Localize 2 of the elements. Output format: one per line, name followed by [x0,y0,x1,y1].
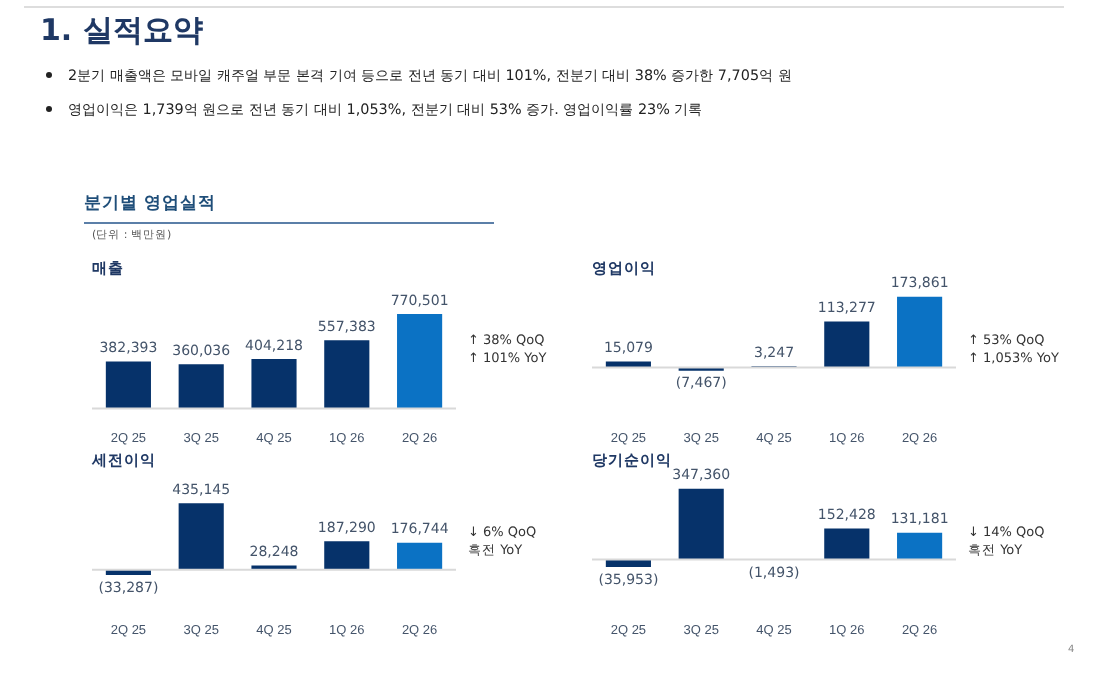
text: 분기별 영업실적 [84,192,494,224]
text: 1. 실적요약 [40,12,203,50]
